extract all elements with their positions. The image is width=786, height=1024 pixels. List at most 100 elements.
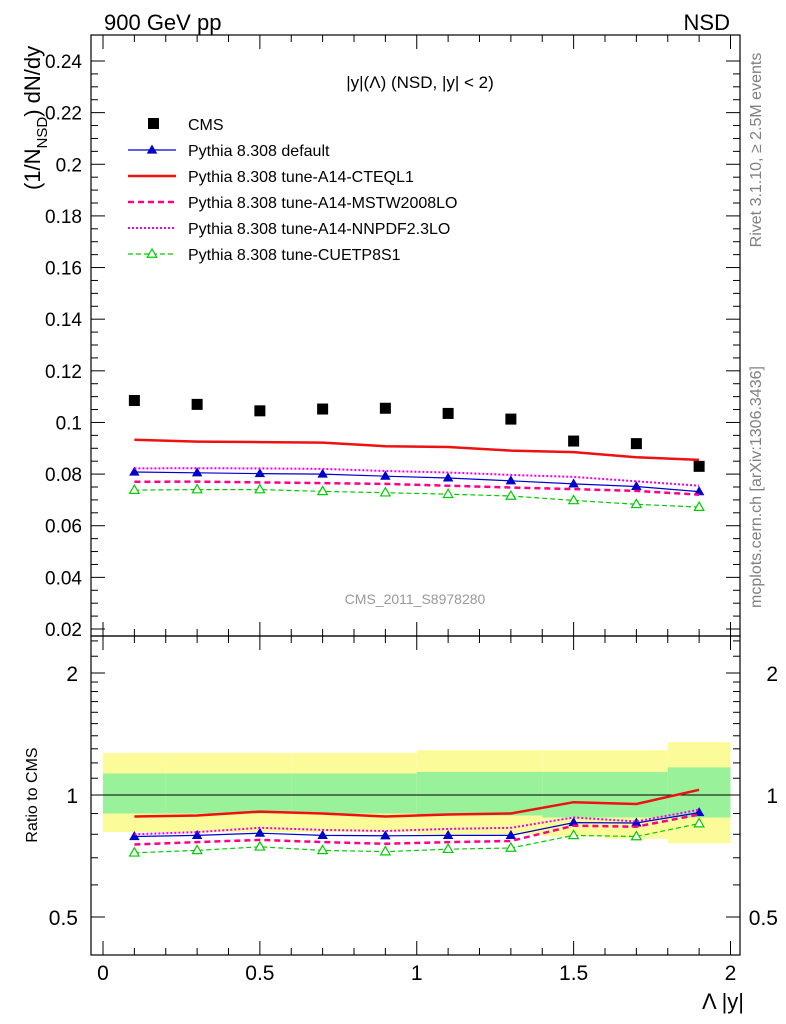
main-point-pythia-8-308-default [631, 480, 642, 491]
ratio-inner-band [103, 773, 166, 814]
main-y-tick-label: 0.22 [45, 104, 82, 125]
ratio-y-tick-label: 0.5 [49, 907, 78, 930]
ratio-y-axis-label: Ratio to CMS [24, 747, 41, 842]
x-tick-label: 1 [411, 962, 423, 985]
rivet-version-label: Rivet 3.1.10, ≥ 2.5M events [748, 53, 765, 248]
legend-label-pythia-8-308-tune-a14-cteql1: Pythia 8.308 tune-A14-CTEQL1 [188, 169, 414, 186]
main-series-pythia-8-308-tune-a14-cteql1 [134, 438, 700, 462]
main-point-pythia-8-308-default [254, 468, 266, 478]
main-y-axis-label: (1/NNSD) dN/dy [20, 46, 51, 190]
main-series-pythia-8-308-default [129, 466, 705, 496]
main-point-pythia-8-308-tune-cuetp8s1 [128, 483, 141, 494]
main-point-pythia-8-308-tune-cuetp8s1 [191, 483, 203, 494]
ratio-axis-ticks: 0.5 0.5 1 1 2 2 0 0.5 1 1.5 2 [49, 636, 778, 985]
ratio-inner-band [416, 771, 480, 816]
ratio-line-pythia-8-308-tune-a14-mstw2008lo [134, 813, 700, 846]
main-y-tick-label: 0.02 [45, 620, 82, 641]
header-nsd-label: NSD [684, 10, 730, 35]
main-plot-title: |y|(Λ) (NSD, |y| < 2) [346, 73, 494, 92]
main-y-tick-label: 0.16 [45, 259, 82, 280]
main-point-pythia-8-308-default [568, 478, 579, 488]
main-point-pythia-8-308-default [693, 486, 705, 496]
ratio-plot-panel: 0.5 0.5 1 1 2 2 0 0.5 1 1.5 2 Ratio to CMS Λ |y| [24, 635, 778, 1014]
main-point-pythia-8-308-tune-cuetp8s1 [254, 483, 266, 494]
ratio-y-tick-label-right: 1 [766, 785, 778, 808]
legend-label-pythia-8-308-tune-cuetp8s1: Pythia 8.308 tune-CUETP8S1 [188, 247, 401, 264]
ratio-line-pythia-8-308-tune-a14-cteql1 [134, 788, 700, 818]
main-point-pythia-8-308-default [505, 475, 517, 485]
ratio-point-pythia-8-308-tune-cuetp8s1 [316, 844, 329, 855]
ratio-line-pythia-8-308-tune-cuetp8s1 [134, 823, 700, 854]
ratio-plot-frame [90, 635, 741, 956]
main-point-pythia-8-308-tune-cuetp8s1 [316, 485, 329, 496]
main-point-cms [568, 435, 580, 447]
ratio-point-pythia-8-308-tune-cuetp8s1 [693, 817, 705, 828]
legend: CMS Pythia 8.308 default Pythia 8.308 tune… [128, 117, 457, 264]
main-point-pythia-8-308-tune-cuetp8s1 [442, 488, 454, 499]
analysis-watermark: CMS_2011_S8978280 [345, 591, 486, 607]
legend-marker-cms [148, 118, 159, 129]
ratio-point-pythia-8-308-tune-cuetp8s1 [567, 829, 580, 840]
main-line-pythia-8-308-tune-a14-cteql1 [134, 438, 700, 462]
main-point-pythia-8-308-default [380, 470, 391, 480]
ratio-series-pythia-8-308-default [129, 807, 705, 841]
main-point-pythia-8-308-tune-cuetp8s1 [693, 500, 705, 511]
ratio-point-pythia-8-308-tune-cuetp8s1 [379, 845, 392, 856]
x-tick-label: 1.5 [559, 962, 588, 985]
ratio-point-pythia-8-308-tune-cuetp8s1 [191, 844, 203, 855]
main-series-pythia-8-308-tune-a14-mstw2008lo [134, 480, 700, 496]
ratio-point-pythia-8-308-tune-cuetp8s1 [630, 830, 643, 841]
main-line-pythia-8-308-tune-cuetp8s1 [134, 489, 700, 508]
ratio-y-tick-label: 1 [66, 785, 78, 808]
main-series-pythia-8-308-tune-cuetp8s1 [128, 483, 705, 511]
main-y-tick-label: 0.2 [56, 155, 82, 176]
mcplots-reference-label: mcplots.cern.ch [arXiv:1306.3436] [748, 366, 765, 608]
ratio-inner-band [291, 773, 354, 814]
ratio-inner-band [479, 771, 543, 816]
legend-marker-pythia-8-308-default [146, 144, 158, 154]
main-point-cms [128, 395, 140, 407]
main-point-cms [442, 407, 454, 419]
ratio-point-pythia-8-308-default [442, 829, 454, 839]
main-y-tick-label: 0.04 [45, 568, 82, 589]
main-point-pythia-8-308-default [442, 472, 454, 482]
ratio-line-pythia-8-308-default [134, 812, 700, 838]
ratio-series-pythia-8-308-tune-a14-mstw2008lo [134, 813, 700, 846]
main-point-pythia-8-308-default [129, 466, 140, 476]
ratio-point-pythia-8-308-tune-cuetp8s1 [128, 846, 141, 857]
main-y-tick-label: 0.06 [45, 517, 82, 538]
main-y-tick-label: 0.18 [45, 207, 82, 228]
ratio-point-pythia-8-308-default [380, 830, 391, 840]
main-point-pythia-8-308-tune-cuetp8s1 [505, 489, 517, 500]
header-process-label: 900 GeV pp [104, 10, 221, 35]
main-point-pythia-8-308-tune-cuetp8s1 [379, 486, 392, 497]
main-line-pythia-8-308-tune-a14-mstw2008lo [134, 480, 700, 496]
legend-label-pythia-8-308-tune-a14-nnpdf2-3lo: Pythia 8.308 tune-A14-NNPDF2.3LO [188, 221, 450, 238]
ratio-point-pythia-8-308-default [505, 829, 517, 839]
main-point-pythia-8-308-tune-cuetp8s1 [630, 498, 643, 509]
ratio-inner-band [165, 773, 229, 814]
ratio-point-pythia-8-308-default [129, 830, 140, 841]
legend-label-cms: CMS [188, 117, 224, 134]
main-y-tick-label: 0.1 [56, 413, 82, 434]
legend-label-pythia-8-308-default: Pythia 8.308 default [188, 143, 330, 160]
ratio-y-tick-label-right: 0.5 [749, 907, 778, 930]
ratio-point-pythia-8-308-default [568, 817, 579, 827]
main-point-cms [379, 402, 391, 414]
ratio-uncertainty-bands [103, 742, 731, 844]
ratio-point-pythia-8-308-default [631, 817, 642, 827]
main-y-tick-label: 0.08 [45, 465, 82, 486]
main-plot-panel: 0.02 0.04 0.06 0.08 0.1 0.12 0.14 0.16 0.18 0.2 0.… [20, 34, 741, 641]
ratio-y-tick-label-right: 2 [766, 663, 778, 686]
main-point-cms [630, 438, 642, 450]
main-y-tick-label: 0.12 [45, 362, 82, 383]
main-axis-ticks: 0.02 0.04 0.06 0.08 0.1 0.12 0.14 0.16 0.18 0.2 0.… [45, 35, 740, 641]
x-tick-label: 2 [725, 962, 737, 985]
main-point-pythia-8-308-default [317, 468, 328, 478]
legend-label-pythia-8-308-tune-a14-mstw2008lo: Pythia 8.308 tune-A14-MSTW2008LO [188, 195, 457, 212]
ratio-point-pythia-8-308-tune-cuetp8s1 [505, 841, 517, 852]
legend-marker-pythia-8-308-tune-cuetp8s1 [146, 247, 158, 258]
ratio-inner-band [228, 773, 292, 814]
x-axis-label: Λ |y| [702, 989, 744, 1014]
